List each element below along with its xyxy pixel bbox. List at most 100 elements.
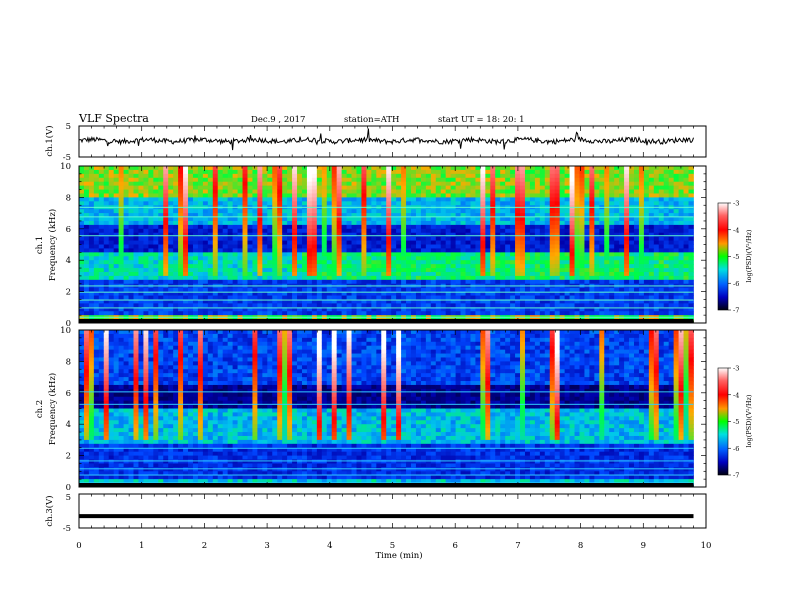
spectrogram-cell <box>188 279 194 285</box>
spectrogram-cell <box>227 169 234 175</box>
spectrogram-cell <box>148 260 154 265</box>
spectrogram-cell <box>406 201 412 206</box>
spectrogram-cell <box>138 193 144 198</box>
spectrogram-cell <box>549 275 556 281</box>
spectrogram-cell <box>88 307 95 312</box>
spectrogram-cell <box>83 169 90 175</box>
spectrogram-cell <box>272 279 278 285</box>
spectrogram-cell <box>237 256 243 261</box>
spectrogram-cell <box>138 303 144 308</box>
spectrogram-cell <box>386 244 392 249</box>
spectrogram-cell <box>103 260 110 265</box>
spectrogram-cell <box>207 197 214 202</box>
spectrogram-cell <box>192 303 199 308</box>
spectrogram-cell <box>188 193 194 198</box>
spectrogram-cell <box>252 248 258 253</box>
spectrogram-cell <box>287 213 293 218</box>
spectrogram-cell <box>643 295 650 300</box>
spectrogram-cell <box>554 213 561 218</box>
spectrogram-cell <box>465 185 471 190</box>
spectrogram-cell <box>505 295 511 300</box>
spectrogram-cell <box>227 209 234 214</box>
spectrogram-cell <box>425 189 432 194</box>
spectrogram-cell <box>554 177 561 183</box>
spectrogram-cell <box>178 193 184 198</box>
spectrogram-cell <box>88 256 95 261</box>
spectrogram-cell <box>425 256 432 261</box>
spectrogram-cell <box>544 181 551 187</box>
spectrogram-cell <box>579 248 585 253</box>
spectrogram-cell <box>529 213 536 218</box>
spectrogram-cell <box>217 307 224 312</box>
spectrogram-cell <box>257 295 263 300</box>
spectrogram-cell <box>460 244 466 249</box>
spectrogram-cell <box>658 193 665 198</box>
spectrogram-cell <box>316 252 323 257</box>
spectrogram-cell <box>381 311 387 316</box>
spectrogram-cell <box>574 236 580 241</box>
spectrogram-cell <box>153 271 159 277</box>
spectrogram-cell <box>227 279 234 285</box>
spectrogram-cell <box>252 213 258 218</box>
spectrogram-cell <box>648 166 655 171</box>
spectrogram-cell <box>510 201 516 206</box>
spectrogram-cell <box>292 260 298 265</box>
spectrogram-cell <box>222 197 229 202</box>
spectrogram-cell <box>257 209 263 214</box>
spectrogram-cell <box>297 220 303 226</box>
spectrogram-cell <box>277 311 283 316</box>
spectrogram-cell <box>326 279 333 285</box>
spectrogram-cell <box>643 213 650 218</box>
spectrogram-cell <box>411 224 417 230</box>
spectrogram-cell <box>490 299 496 304</box>
spectrogram-cell <box>257 181 263 187</box>
spectrogram-cell <box>103 209 110 214</box>
spectrogram-cell <box>455 220 461 226</box>
spectrogram-cell <box>113 256 120 261</box>
spectrogram-cell <box>534 189 541 194</box>
spectrogram-cell <box>668 252 675 257</box>
spectrogram-cell <box>222 181 229 187</box>
spectrogram-cell <box>366 252 372 257</box>
spectrogram-cell <box>346 307 352 312</box>
spectrogram-cell <box>153 240 159 245</box>
spectrogram-cell <box>391 279 397 285</box>
spectrogram-cell <box>539 232 546 238</box>
spectrogram-cell <box>643 311 650 316</box>
spectrogram-cell <box>460 275 466 281</box>
spectrogram-cell <box>272 256 278 261</box>
spectrogram-cell <box>311 275 318 281</box>
spectrogram-cell <box>619 287 625 292</box>
spectrogram-cell <box>297 264 303 269</box>
spectrogram-cell <box>292 307 298 312</box>
spectrogram-cell <box>316 185 323 190</box>
spectrogram-cell <box>183 201 189 206</box>
spectrogram-cell <box>277 217 283 222</box>
spectrogram-cell <box>624 228 630 234</box>
spectrogram-cell <box>430 217 437 222</box>
spectrogram-cell <box>495 228 501 234</box>
spectrogram-cell <box>396 303 402 308</box>
spectrogram-cell <box>301 244 308 249</box>
spectrogram-cell <box>267 264 273 269</box>
spectrogram-cell <box>425 303 432 308</box>
spectrogram-cell <box>217 169 224 175</box>
spectrogram-cell <box>217 193 224 198</box>
spectrogram-cell <box>678 181 684 187</box>
spectrogram-cell <box>83 217 90 222</box>
spectrogram-cell <box>678 201 684 206</box>
spectrogram-cell <box>445 264 452 269</box>
spectrogram-cell <box>648 291 655 296</box>
spectrogram-cell <box>207 240 214 245</box>
spectrogram-cell <box>401 295 407 300</box>
spectrogram-cell <box>485 181 491 187</box>
spectrogram-cell <box>272 185 278 190</box>
spectrogram-cell <box>678 271 684 277</box>
spectrogram-cell <box>207 217 214 222</box>
spectrogram-cell <box>371 287 377 292</box>
spectrogram-cell <box>663 189 670 194</box>
spectrogram-cell <box>386 256 392 261</box>
spectrogram-cell <box>197 181 204 187</box>
spectrogram-cell <box>98 193 105 198</box>
spectrogram-cell <box>272 232 278 238</box>
